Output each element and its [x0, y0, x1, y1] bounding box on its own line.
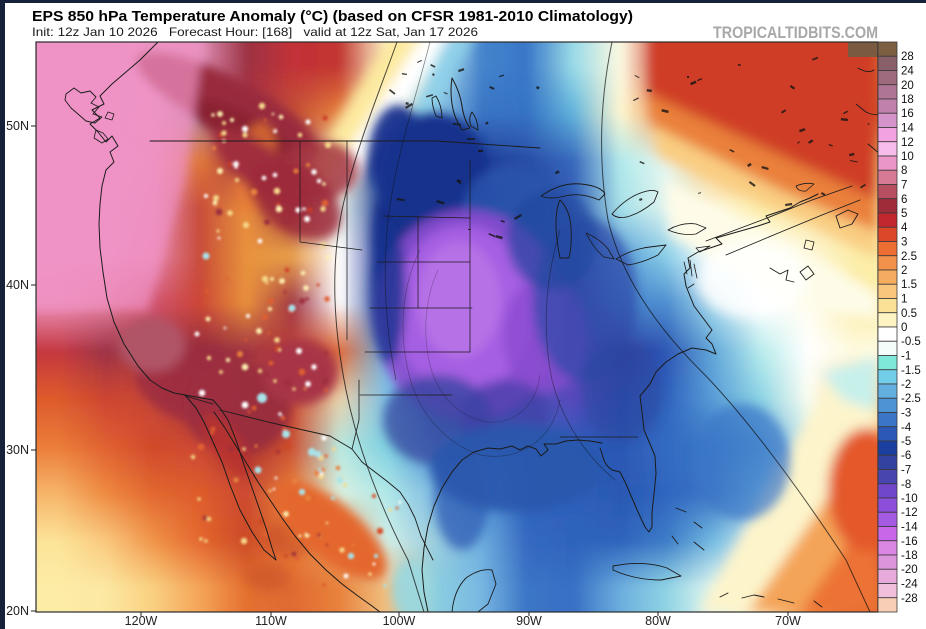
svg-text:-0.5: -0.5 — [901, 336, 921, 348]
svg-text:2.5: 2.5 — [901, 251, 917, 263]
svg-text:-8: -8 — [901, 479, 911, 491]
svg-text:28: 28 — [901, 51, 914, 63]
svg-text:EPS 850 hPa Temperature Anomal: EPS 850 hPa Temperature Anomaly (°C) (ba… — [32, 9, 633, 25]
svg-text:-24: -24 — [901, 579, 918, 591]
svg-text:3: 3 — [901, 237, 907, 249]
svg-text:100W: 100W — [383, 614, 416, 628]
svg-text:-2: -2 — [901, 379, 911, 391]
svg-text:-6: -6 — [901, 450, 911, 462]
svg-text:2: 2 — [901, 265, 907, 277]
svg-text:24: 24 — [901, 66, 914, 78]
svg-text:110W: 110W — [255, 614, 287, 628]
svg-text:20N: 20N — [6, 604, 29, 618]
svg-text:16: 16 — [901, 108, 914, 120]
svg-text:Init: 12z Jan 10 2026 Foreca: Init: 12z Jan 10 2026 Forecast Hour: [16… — [32, 25, 478, 39]
svg-text:0.5: 0.5 — [901, 308, 917, 320]
svg-text:40N: 40N — [6, 278, 29, 292]
svg-text:-16: -16 — [901, 536, 918, 548]
svg-text:70W: 70W — [775, 614, 801, 628]
svg-text:7: 7 — [901, 180, 907, 192]
svg-text:0: 0 — [901, 322, 907, 334]
svg-text:18: 18 — [901, 94, 914, 106]
svg-text:14: 14 — [901, 123, 914, 135]
svg-text:12: 12 — [901, 137, 914, 149]
svg-text:-18: -18 — [901, 550, 918, 562]
svg-text:8: 8 — [901, 165, 907, 177]
svg-text:-12: -12 — [901, 507, 918, 519]
svg-text:-5: -5 — [901, 436, 911, 448]
svg-text:6: 6 — [901, 194, 907, 206]
svg-text:-7: -7 — [901, 465, 911, 477]
svg-text:5: 5 — [901, 208, 907, 220]
svg-text:-1.5: -1.5 — [901, 365, 921, 377]
svg-text:-10: -10 — [901, 493, 918, 505]
svg-text:120W: 120W — [125, 614, 158, 628]
svg-text:80W: 80W — [645, 614, 671, 628]
svg-text:-28: -28 — [901, 593, 918, 605]
svg-text:-3: -3 — [901, 408, 911, 420]
svg-text:-1: -1 — [901, 351, 911, 363]
svg-text:-20: -20 — [901, 564, 918, 576]
svg-text:1.5: 1.5 — [901, 279, 917, 291]
svg-text:20: 20 — [901, 80, 914, 92]
svg-text:TROPICALTIDBITS.COM: TROPICALTIDBITS.COM — [713, 24, 878, 42]
svg-text:-2.5: -2.5 — [901, 393, 921, 405]
svg-text:50N: 50N — [6, 119, 29, 133]
svg-text:1: 1 — [901, 294, 907, 306]
svg-text:10: 10 — [901, 151, 914, 163]
svg-text:30N: 30N — [6, 443, 29, 457]
svg-text:90W: 90W — [516, 614, 542, 628]
svg-text:4: 4 — [901, 222, 908, 234]
svg-text:-4: -4 — [901, 422, 912, 434]
svg-text:-14: -14 — [901, 522, 918, 534]
